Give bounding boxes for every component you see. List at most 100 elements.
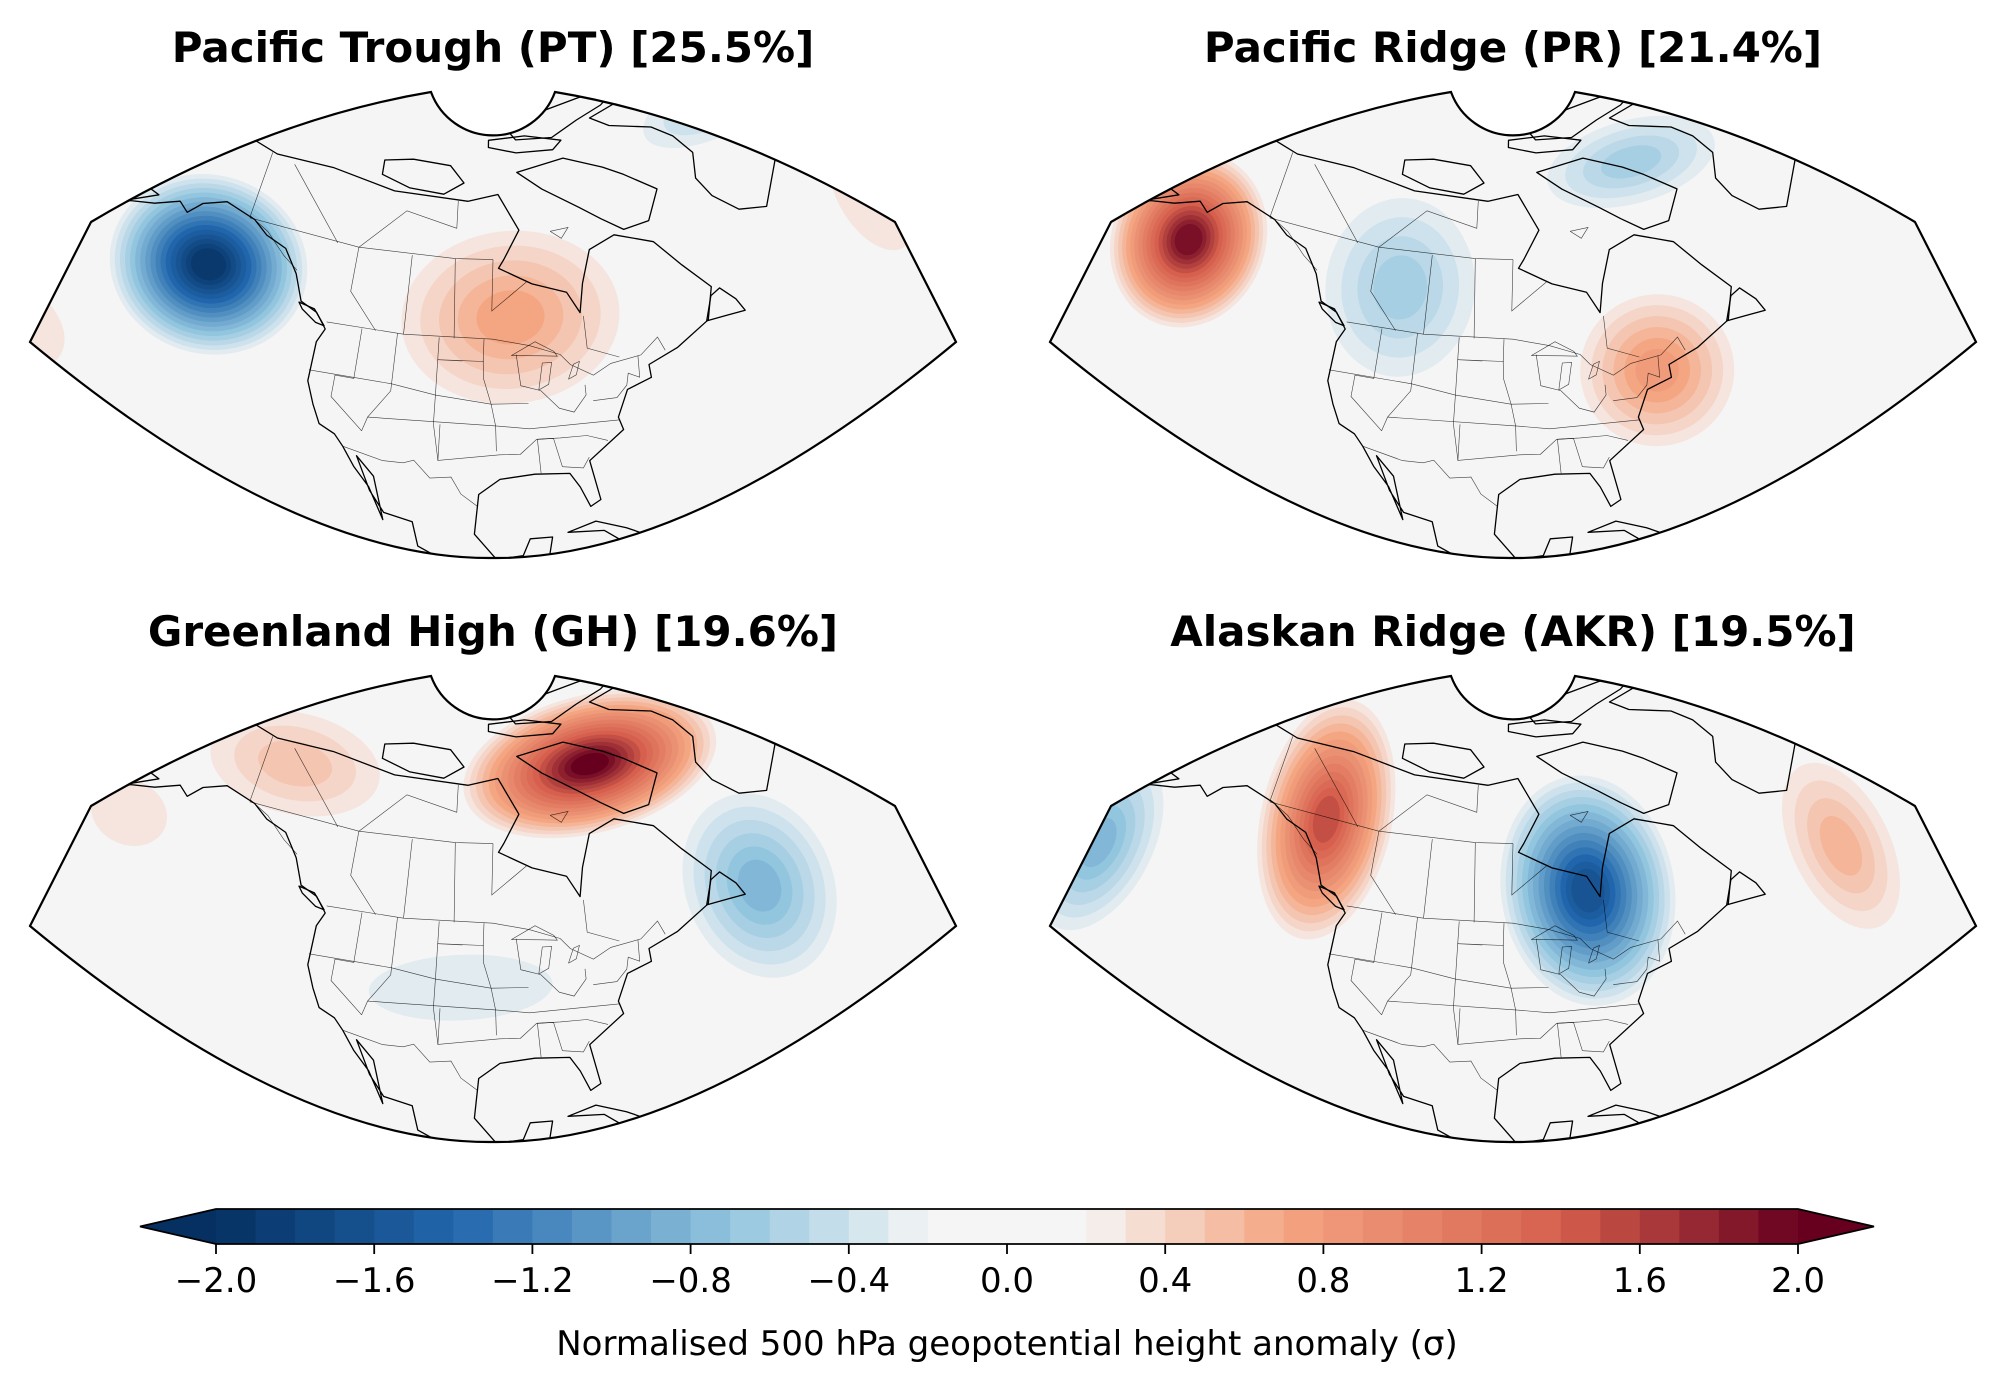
province-line-5	[1603, 315, 1640, 358]
colorbar-cell	[532, 1209, 573, 1244]
state-line-4	[308, 953, 529, 989]
panel-title: Greenland High (GH) [19.6%]	[148, 607, 838, 656]
state-line-6	[1502, 339, 1517, 452]
state-line-8	[437, 359, 484, 362]
colorbar-cell	[334, 1209, 375, 1244]
map-frame	[1048, 674, 1978, 1144]
colorbar-cell	[1244, 1209, 1285, 1244]
anomaly-center-positive	[1580, 294, 1735, 447]
colorbar-min-extension	[140, 1209, 216, 1244]
state-line-1	[433, 337, 440, 461]
colorbar-tick-label: 0.8	[1296, 1261, 1350, 1301]
hudson-bay-islands	[549, 226, 569, 239]
contour-level	[190, 248, 227, 281]
state-line-4	[308, 369, 529, 405]
province-line-5	[583, 899, 620, 942]
province-line-3	[453, 258, 456, 339]
us-mexico-border	[1362, 445, 1498, 507]
newfoundland-outline	[706, 871, 746, 906]
province-line-1	[1370, 247, 1396, 331]
state-line-3	[1350, 912, 1383, 1015]
devon-island-outline	[1507, 135, 1582, 154]
anomaly-center-positive	[210, 710, 380, 817]
lake-outline-1	[1531, 925, 1578, 941]
lake-outline-3	[568, 944, 580, 964]
lake-outline-3	[1588, 360, 1600, 380]
us-canada-border	[326, 905, 666, 960]
alaska-canada-border	[250, 736, 298, 855]
map-frame	[28, 674, 958, 1144]
colorbar-cell	[492, 1209, 533, 1244]
contour-level	[1174, 223, 1203, 256]
state-line-5	[1387, 416, 1641, 430]
panel-title: Pacific Trough (PT) [25.5%]	[172, 23, 815, 72]
colorbar-tick-label: 0.0	[980, 1261, 1034, 1301]
territory-line-1	[249, 801, 494, 844]
colorbar-tick-label: −1.2	[491, 1261, 574, 1301]
north-america-outline	[116, 691, 712, 1143]
colorbar-cell	[1007, 1209, 1048, 1244]
alaska-canada-border	[1270, 736, 1318, 855]
province-line-3	[453, 842, 456, 923]
colorbar-cell	[888, 1209, 929, 1244]
state-line-4	[1328, 953, 1549, 989]
territory-line-3	[358, 200, 459, 248]
anomaly-center-negative	[1500, 775, 1676, 1006]
alaska-canada-border	[250, 152, 298, 271]
colorbar-cell	[255, 1209, 296, 1244]
devon-island-outline	[487, 135, 562, 154]
victoria-island-outline	[1401, 158, 1485, 195]
colorbar-cell	[453, 1209, 494, 1244]
us-mexico-border	[342, 1029, 478, 1091]
baffin-island-outline	[1536, 741, 1678, 815]
state-line-9	[515, 354, 587, 413]
colorbar-cell	[1758, 1209, 1799, 1244]
state-line-8	[1457, 943, 1504, 946]
province-line-4	[491, 259, 527, 312]
province-line-4	[491, 843, 527, 896]
contour-level	[683, 92, 746, 123]
colorbar-label: Normalised 500 hPa geopotential height a…	[556, 1324, 1457, 1364]
contour-level	[476, 290, 545, 345]
territory-line-3	[1378, 784, 1479, 832]
colorbar-tick-label: −0.8	[649, 1261, 732, 1301]
state-line-5	[367, 1000, 621, 1014]
us-mexico-border	[342, 445, 478, 507]
colorbar-cell	[374, 1209, 415, 1244]
baffin-island-outline	[516, 741, 658, 815]
province-line-5	[583, 315, 620, 358]
province-line-2	[403, 839, 413, 919]
colorbar-tick-label: 1.2	[1455, 1261, 1509, 1301]
state-line-2	[361, 333, 398, 431]
colorbar-cell	[769, 1209, 810, 1244]
anomaly-field	[30, 92, 915, 404]
lake-outline-2	[538, 362, 552, 391]
colorbar-cell	[927, 1209, 969, 1244]
colorbar-cell	[611, 1209, 652, 1244]
state-line-5	[1387, 1000, 1641, 1014]
state-line-11	[1613, 355, 1661, 401]
colorbar-cell	[413, 1209, 454, 1244]
colorbar-tick-label: 1.6	[1613, 1261, 1667, 1301]
colorbar-max-extension	[1798, 1209, 1874, 1244]
contour-level	[1635, 348, 1679, 392]
victoria-island-outline	[1401, 742, 1485, 779]
lake-outline-3	[1588, 944, 1600, 964]
colorbar-cell	[1046, 1209, 1087, 1244]
colorbar-cell	[1283, 1209, 1324, 1244]
hudson-bay-islands	[1569, 810, 1589, 823]
ellesmere-island-outline	[505, 676, 619, 725]
state-line-2	[361, 917, 398, 1015]
anomaly-center-negative	[1325, 198, 1475, 377]
lake-outline-3	[568, 360, 580, 380]
colorbar-tick-label: −2.0	[175, 1261, 258, 1301]
lake-outline-1	[511, 925, 558, 941]
contour-level	[1601, 145, 1662, 179]
state-line-7	[437, 424, 609, 461]
colorbar: −2.0 −1.6 −1.2 −0.8 −0.4 0.0 0.4 0.8 1.2 1.6 2.0 N…	[139, 1208, 1875, 1364]
newfoundland-outline	[1726, 871, 1766, 906]
contour-level	[1571, 868, 1605, 913]
anomaly-center-negative	[1547, 115, 1715, 209]
colorbar-cell	[1521, 1209, 1562, 1244]
